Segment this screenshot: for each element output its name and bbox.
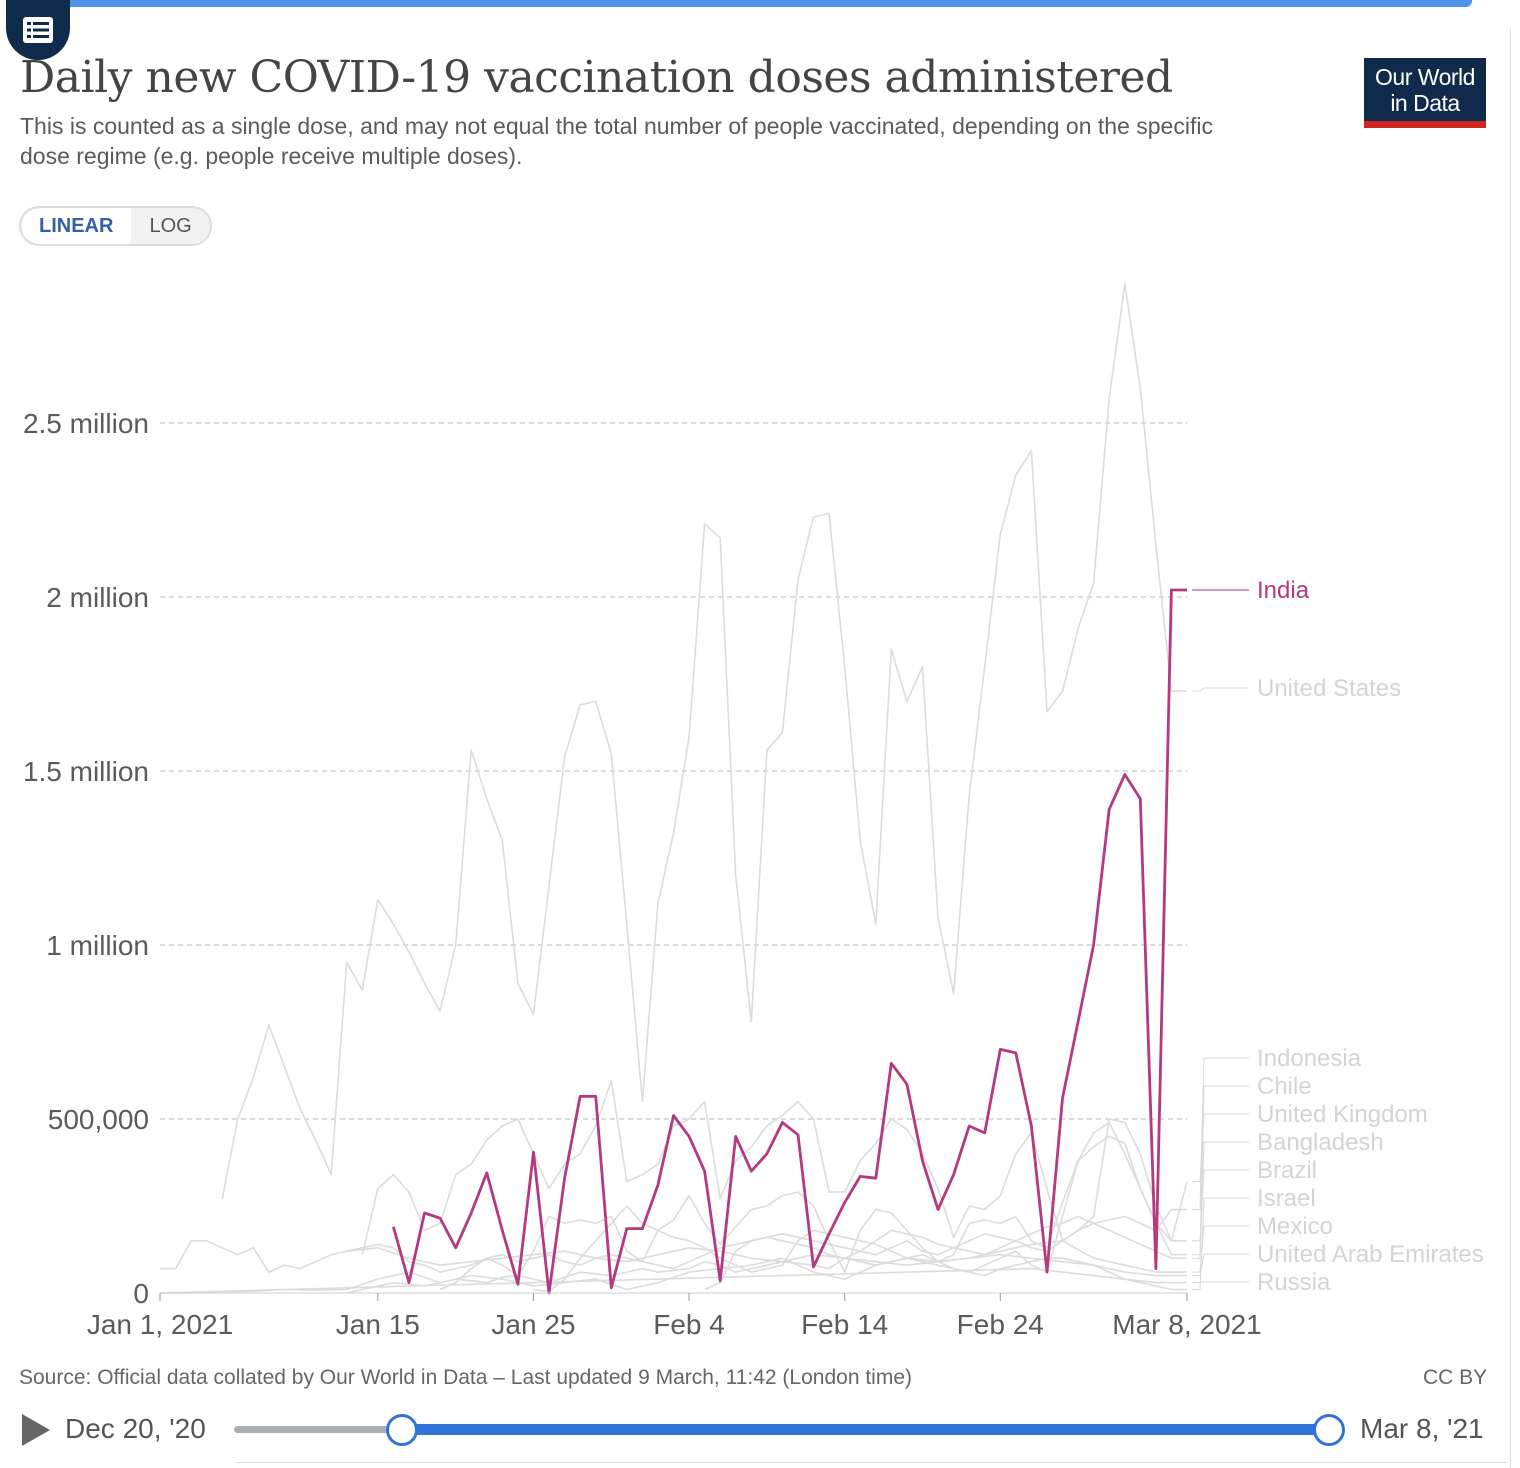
card-border bbox=[1510, 28, 1511, 1468]
legend-label-chile[interactable]: Chile bbox=[1257, 1073, 1312, 1100]
timeline-end-label: Mar 8, '21 bbox=[1360, 1413, 1484, 1444]
y-tick-label: 500,000 bbox=[48, 1104, 149, 1135]
axis-layer: 0 500,000 1 million 1.5 million 2 million 2.5… bbox=[23, 408, 1262, 1340]
legend-connector-mexico bbox=[1192, 1225, 1249, 1273]
chart-subtitle: This is counted as a single dose, and ma… bbox=[20, 113, 1213, 169]
legend-connector-indonesia bbox=[1192, 1057, 1249, 1210]
timeline: Dec 20, '20 Mar 8, '21 bbox=[0, 1400, 1520, 1460]
background-series-layer bbox=[159, 282, 1188, 1294]
y-tick-label: 2.5 million bbox=[23, 408, 149, 439]
y-tick-label: 2 million bbox=[46, 582, 149, 613]
x-tick-label: Jan 1, 2021 bbox=[87, 1309, 233, 1340]
line-chart: 0 500,000 1 million 1.5 million 2 million 2.5… bbox=[23, 282, 1484, 1340]
legend-label-united-states[interactable]: United States bbox=[1257, 675, 1401, 702]
highlight-series-layer bbox=[392, 588, 1187, 1295]
legend-connector-united-kingdom bbox=[1192, 1113, 1249, 1183]
timeline-start-label: Dec 20, '20 bbox=[65, 1413, 206, 1444]
legend-label-israel[interactable]: Israel bbox=[1257, 1185, 1316, 1212]
series-line-united-states[interactable] bbox=[221, 282, 1187, 1200]
x-tick-label: Feb 24 bbox=[957, 1309, 1044, 1340]
legend-label-mexico[interactable]: Mexico bbox=[1257, 1213, 1333, 1240]
play-icon[interactable] bbox=[22, 1414, 50, 1446]
legend-connector-chile bbox=[1192, 1085, 1249, 1256]
series-line-brazil[interactable] bbox=[439, 1135, 1187, 1291]
legend-label-united-kingdom[interactable]: United Kingdom bbox=[1257, 1101, 1428, 1128]
log-scale-button[interactable]: LOG bbox=[131, 208, 210, 244]
timeline-selected-range[interactable] bbox=[401, 1424, 1328, 1435]
legend-label-india[interactable]: India bbox=[1257, 577, 1310, 604]
legend-connector-russia bbox=[1192, 1281, 1249, 1284]
legend-label-russia[interactable]: Russia bbox=[1257, 1269, 1331, 1296]
owid-logo[interactable]: Our World in Data bbox=[1364, 58, 1486, 128]
bottom-divider bbox=[236, 1462, 1506, 1463]
scale-toggle: LINEAR LOG bbox=[19, 206, 212, 246]
license-link[interactable]: CC BY bbox=[1423, 1366, 1488, 1389]
legend-label-indonesia[interactable]: Indonesia bbox=[1257, 1045, 1362, 1072]
logo-line-1: Our World bbox=[1375, 64, 1475, 90]
series-line-india[interactable] bbox=[392, 588, 1187, 1295]
x-tick-label: Feb 14 bbox=[801, 1309, 888, 1340]
legend-connector-united-states bbox=[1192, 687, 1249, 692]
legend-connector-brazil bbox=[1192, 1169, 1249, 1242]
list-icon bbox=[23, 17, 53, 43]
timeline-start-handle[interactable] bbox=[386, 1414, 418, 1446]
series-line-israel[interactable] bbox=[160, 1236, 1187, 1291]
y-tick-label: 1 million bbox=[46, 930, 149, 961]
legend-label-united-arab-emirates[interactable]: United Arab Emirates bbox=[1257, 1241, 1484, 1268]
table-of-contents-button[interactable] bbox=[6, 0, 70, 60]
logo-line-2: in Data bbox=[1390, 90, 1460, 116]
top-accent-bar bbox=[40, 0, 1472, 7]
legend-label-bangladesh[interactable]: Bangladesh bbox=[1257, 1129, 1384, 1156]
legend-label-brazil[interactable]: Brazil bbox=[1257, 1157, 1317, 1184]
y-tick-label: 1.5 million bbox=[23, 756, 149, 787]
grid-layer bbox=[160, 422, 1187, 1120]
series-line-chile[interactable] bbox=[533, 1121, 1188, 1293]
x-tick-label: Jan 25 bbox=[491, 1309, 575, 1340]
series-line-indonesia[interactable] bbox=[346, 1208, 1187, 1294]
series-line-mexico[interactable] bbox=[160, 1240, 1187, 1294]
source-note: Source: Official data collated by Our Wo… bbox=[19, 1366, 912, 1389]
x-tick-label: Feb 4 bbox=[653, 1309, 725, 1340]
timeline-end-handle[interactable] bbox=[1313, 1414, 1345, 1446]
legend-connector-united-arab-emirates bbox=[1192, 1253, 1249, 1277]
y-tick-label: 0 bbox=[133, 1278, 149, 1309]
series-line-bangladesh[interactable] bbox=[704, 1215, 1187, 1291]
series-line-russia[interactable] bbox=[159, 1267, 1187, 1294]
x-tick-label: Jan 15 bbox=[336, 1309, 420, 1340]
x-tick-label: Mar 8, 2021 bbox=[1112, 1309, 1261, 1340]
series-line-united-kingdom[interactable] bbox=[361, 1079, 1188, 1255]
chart-title: Daily new COVID-19 vaccination doses adm… bbox=[20, 52, 1173, 103]
